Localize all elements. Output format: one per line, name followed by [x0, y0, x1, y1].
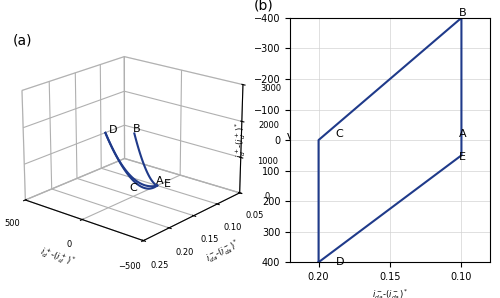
Y-axis label: $i_{da}^-$-$(i_{da}^-)^*$: $i_{da}^-$-$(i_{da}^-)^*$ — [203, 236, 242, 266]
Y-axis label: $i_d^+$-$(i_d^+)^*$: $i_d^+$-$(i_d^+)^*$ — [233, 122, 248, 158]
X-axis label: $i_{da}^-$-$(i_{da}^-)^*$: $i_{da}^-$-$(i_{da}^-)^*$ — [372, 288, 408, 298]
Text: A: A — [458, 129, 466, 139]
Text: B: B — [458, 8, 466, 18]
Text: (b): (b) — [254, 0, 274, 13]
Text: C: C — [336, 129, 344, 139]
Text: E: E — [458, 152, 466, 162]
X-axis label: $i_d^+$-$(i_d^+)^*$: $i_d^+$-$(i_d^+)^*$ — [38, 244, 77, 270]
Text: D: D — [336, 257, 344, 267]
Text: (a): (a) — [12, 33, 32, 47]
